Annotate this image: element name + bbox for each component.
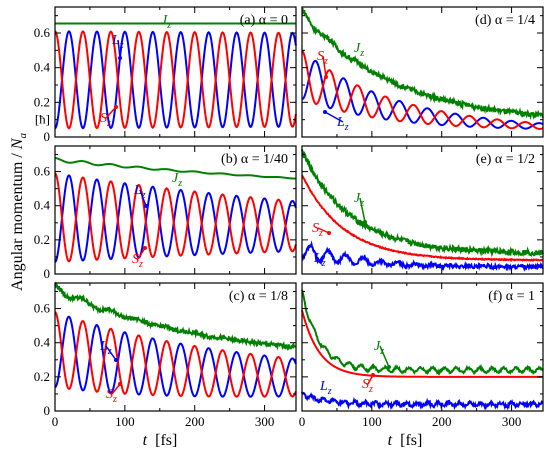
series-label-Sz: Sz: [317, 49, 328, 67]
series-label-Lz: Lz: [319, 379, 332, 397]
annotation-arrowhead: [324, 75, 328, 79]
series-line-Jz: [301, 7, 544, 121]
series-label-Sz: Sz: [106, 387, 117, 405]
series-line-Jz: [301, 149, 544, 258]
annotation-arrow: [139, 189, 147, 207]
x-tick-label: 200: [185, 414, 205, 429]
plot-frame: [54, 282, 297, 412]
annotation-arrow: [137, 247, 146, 260]
annotation-arrow: [379, 345, 390, 368]
series-line-Sz: [301, 310, 543, 378]
y-tick-label: 0.6: [34, 25, 51, 40]
x-axis-label-right: t [fs]: [388, 432, 423, 449]
chart-panel: (e) α = 1/2 Lz Sz Jz: [301, 145, 544, 275]
series-label-Lz: Lz: [313, 251, 326, 269]
series-label-Lz: Lz: [336, 115, 349, 133]
series-label-Jz: Jz: [354, 41, 364, 59]
y-axis-label: Angular momentum / Na: [9, 133, 29, 291]
chart-panel: 0 0.2 0.4 0.6 [ħ] (a) α = 0 Lz Sz Jz: [34, 6, 297, 144]
panel-title: (d) α = 1/4: [475, 13, 535, 28]
y-unit-label: [ħ]: [35, 112, 50, 127]
annotation-arrowhead: [363, 220, 367, 224]
annotation-arrowhead: [118, 382, 122, 386]
series-label-Lz: Lz: [133, 183, 146, 201]
series-line-Lz: [301, 391, 544, 411]
y-tick-label: 0.6: [34, 164, 51, 179]
annotation-arrowhead: [144, 204, 148, 208]
series-line-Sz: [301, 174, 544, 263]
series-line-Sz: [54, 172, 297, 263]
annotation-arrow: [105, 106, 117, 119]
series-line-Lz: [54, 30, 297, 130]
series-line-Lz: [301, 59, 544, 130]
series-line-Lz: [54, 174, 297, 263]
x-axis-label-left: t [fs]: [143, 432, 178, 449]
panel-title: (f) α = 1: [488, 289, 535, 304]
y-tick-label: 0.4: [34, 335, 51, 350]
annotation-arrow: [324, 111, 344, 123]
annotation-arrowhead: [371, 373, 375, 377]
x-tick-label: 300: [502, 414, 522, 429]
chart-panel: (d) α = 1/4 Lz Sz Jz: [301, 6, 544, 138]
chart-panel: 0 100 200 300 (f) α = 1 Lz Sz Jz: [299, 282, 544, 429]
series-line-Jz: [54, 281, 297, 351]
y-tick-label: 0.2: [34, 94, 50, 109]
annotation-arrowhead: [323, 110, 327, 114]
series-line-Sz: [54, 30, 297, 130]
annotation-arrowhead: [143, 246, 147, 250]
annotation-arrow: [105, 345, 117, 361]
series-line-Lz: [301, 240, 544, 272]
plot-frame: [54, 6, 297, 138]
annotation-arrowhead: [118, 56, 122, 60]
y-tick-label: 0: [44, 403, 51, 418]
series-line-Jz: [54, 156, 296, 180]
series-label-Sz: Sz: [362, 377, 373, 395]
series-label-Jz: Jz: [374, 339, 384, 357]
series-label-Jz: Jz: [354, 191, 364, 209]
annotation-arrowhead: [114, 358, 118, 362]
plot-frame: [54, 145, 297, 275]
panel-title: (a) α = 0: [240, 13, 288, 28]
y-tick-label: 0.4: [34, 198, 51, 213]
plot-frame: [301, 145, 544, 275]
annotation-arrowhead: [327, 231, 331, 235]
panel-title: (e) α = 1/2: [476, 152, 535, 167]
series-label-Jz: Jz: [161, 13, 171, 31]
series-label-Lz: Lz: [111, 33, 124, 51]
annotation-arrow: [322, 55, 327, 78]
annotation-arrowhead: [387, 365, 391, 369]
y-tick-label: 0.2: [34, 232, 50, 247]
panel-title: (b) α = 1/40: [221, 152, 288, 167]
series-line-Sz: [301, 49, 544, 130]
series-line-Jz: [301, 289, 544, 376]
y-tick-label: 0.6: [34, 301, 51, 316]
chart-panel: 0 0.2 0.4 0.6 (b) α = 1/40 Lz Sz Jz: [34, 145, 297, 281]
x-tick-label: 0: [299, 414, 306, 429]
series-label-Jz: Jz: [172, 171, 182, 189]
y-tick-label: 0.2: [34, 369, 50, 384]
series-label-Sz: Sz: [312, 221, 323, 239]
series-line-Lz: [54, 315, 297, 398]
annotation-arrow: [111, 383, 121, 395]
x-tick-label: 100: [115, 414, 135, 429]
panel-title: (c) α = 1/8: [229, 289, 288, 304]
x-tick-label: 100: [362, 414, 382, 429]
plot-frame: [301, 282, 544, 412]
x-tick-label: 0: [52, 414, 59, 429]
series-label-Sz: Sz: [132, 252, 143, 270]
annotation-arrow: [359, 197, 366, 223]
annotation-arrow: [117, 39, 121, 59]
annotation-arrowhead: [114, 105, 118, 109]
y-tick-label: 0: [44, 129, 51, 144]
y-tick-label: 0.4: [34, 60, 51, 75]
series-label-Sz: Sz: [100, 111, 111, 129]
series-line-Sz: [54, 311, 297, 398]
x-tick-label: 300: [255, 414, 275, 429]
y-tick-label: 0: [44, 266, 51, 281]
x-tick-label: 200: [432, 414, 452, 429]
annotation-arrow: [317, 227, 330, 234]
plot-frame: [301, 6, 544, 138]
